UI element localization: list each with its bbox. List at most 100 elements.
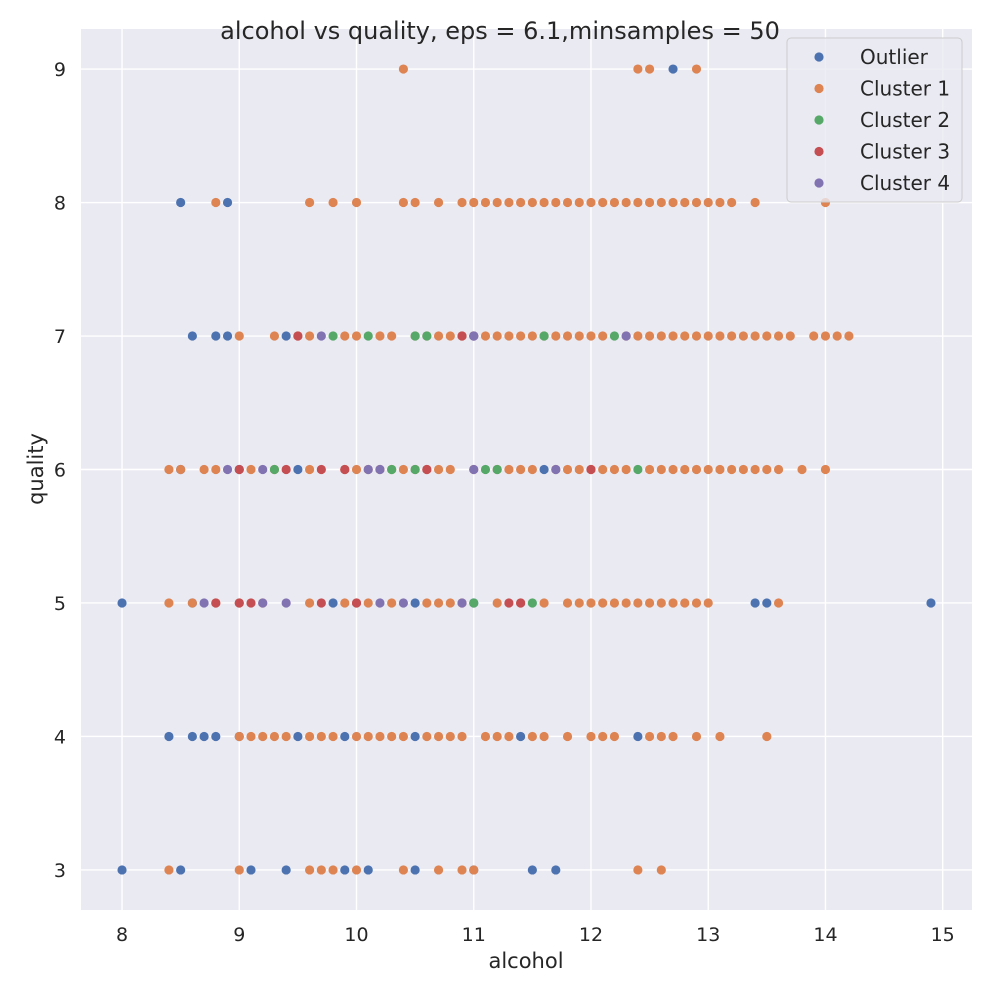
data-point xyxy=(680,331,690,341)
data-point xyxy=(281,731,291,742)
data-point xyxy=(668,197,678,208)
data-point xyxy=(234,598,244,608)
data-point xyxy=(246,598,256,608)
data-point xyxy=(387,464,397,475)
data-point xyxy=(410,331,420,341)
x-tick-label: 15 xyxy=(931,924,955,946)
data-point xyxy=(387,731,397,742)
data-point xyxy=(234,731,244,742)
data-point xyxy=(598,598,608,608)
data-point xyxy=(375,731,385,742)
data-point xyxy=(281,598,291,608)
data-point xyxy=(844,331,854,341)
data-point xyxy=(809,331,819,341)
data-point xyxy=(926,598,936,608)
data-point xyxy=(691,731,702,742)
data-point xyxy=(328,731,338,742)
data-point xyxy=(504,197,514,208)
data-point xyxy=(609,197,620,208)
data-point xyxy=(410,865,420,875)
data-point xyxy=(527,731,537,742)
data-point xyxy=(269,331,280,341)
legend-label: Outlier xyxy=(860,45,929,69)
data-point xyxy=(211,331,221,341)
legend-label: Cluster 1 xyxy=(860,77,950,101)
data-point xyxy=(363,598,373,608)
data-point xyxy=(668,598,678,608)
data-point xyxy=(609,731,620,742)
data-point xyxy=(305,331,315,341)
data-point xyxy=(621,197,631,208)
series-cluster-4 xyxy=(199,331,631,608)
data-point xyxy=(433,197,444,208)
data-point xyxy=(269,464,280,475)
data-point xyxy=(469,464,479,475)
data-point xyxy=(715,331,725,341)
data-point xyxy=(574,331,584,341)
data-point xyxy=(457,331,467,341)
data-point xyxy=(316,731,326,742)
data-point xyxy=(773,464,784,475)
legend-label: Cluster 3 xyxy=(860,140,950,164)
legend-marker xyxy=(814,178,824,188)
data-point xyxy=(305,464,315,475)
data-point xyxy=(750,197,760,208)
series-outlier xyxy=(117,64,936,875)
legend-marker xyxy=(814,115,824,125)
data-point xyxy=(656,731,666,742)
data-point xyxy=(691,197,702,208)
data-point xyxy=(293,331,303,341)
data-point xyxy=(328,331,338,341)
data-point xyxy=(457,598,467,608)
data-point xyxy=(316,331,326,341)
data-point xyxy=(305,731,315,742)
data-point xyxy=(422,331,432,341)
data-point xyxy=(222,464,233,475)
data-point xyxy=(457,197,467,208)
data-point xyxy=(176,865,186,875)
data-point xyxy=(492,197,502,208)
data-point xyxy=(656,598,666,608)
data-point xyxy=(433,731,444,742)
data-point xyxy=(164,865,174,875)
legend-label: Cluster 4 xyxy=(860,171,950,195)
data-point xyxy=(351,731,362,742)
data-point xyxy=(316,598,326,608)
data-point xyxy=(504,731,514,742)
data-point xyxy=(340,865,350,875)
data-point xyxy=(246,865,256,875)
data-point xyxy=(586,598,596,608)
data-point xyxy=(234,331,244,341)
data-point xyxy=(398,865,409,875)
data-point xyxy=(375,598,385,608)
data-point xyxy=(293,731,303,742)
x-tick-label: 12 xyxy=(579,924,603,946)
data-point xyxy=(797,464,807,475)
data-point xyxy=(562,731,573,742)
data-point xyxy=(820,331,831,341)
data-point xyxy=(492,331,502,341)
data-point xyxy=(586,331,596,341)
data-point xyxy=(433,331,444,341)
y-tick-label: 9 xyxy=(54,59,66,81)
data-point xyxy=(492,464,502,475)
data-point xyxy=(422,464,432,475)
legend-marker xyxy=(814,52,824,62)
data-point xyxy=(480,731,491,742)
data-point xyxy=(410,197,420,208)
data-point xyxy=(527,598,537,608)
y-tick-label: 4 xyxy=(54,726,66,748)
data-point xyxy=(644,197,655,208)
data-point xyxy=(187,598,197,608)
data-point xyxy=(305,598,315,608)
data-point xyxy=(387,331,397,341)
data-point xyxy=(539,731,549,742)
data-point xyxy=(738,464,748,475)
data-point xyxy=(574,598,584,608)
data-point xyxy=(762,331,772,341)
data-point xyxy=(480,464,491,475)
legend-box xyxy=(786,37,963,203)
data-point xyxy=(516,598,526,608)
data-point xyxy=(539,331,549,341)
series-cluster-1 xyxy=(164,64,854,875)
